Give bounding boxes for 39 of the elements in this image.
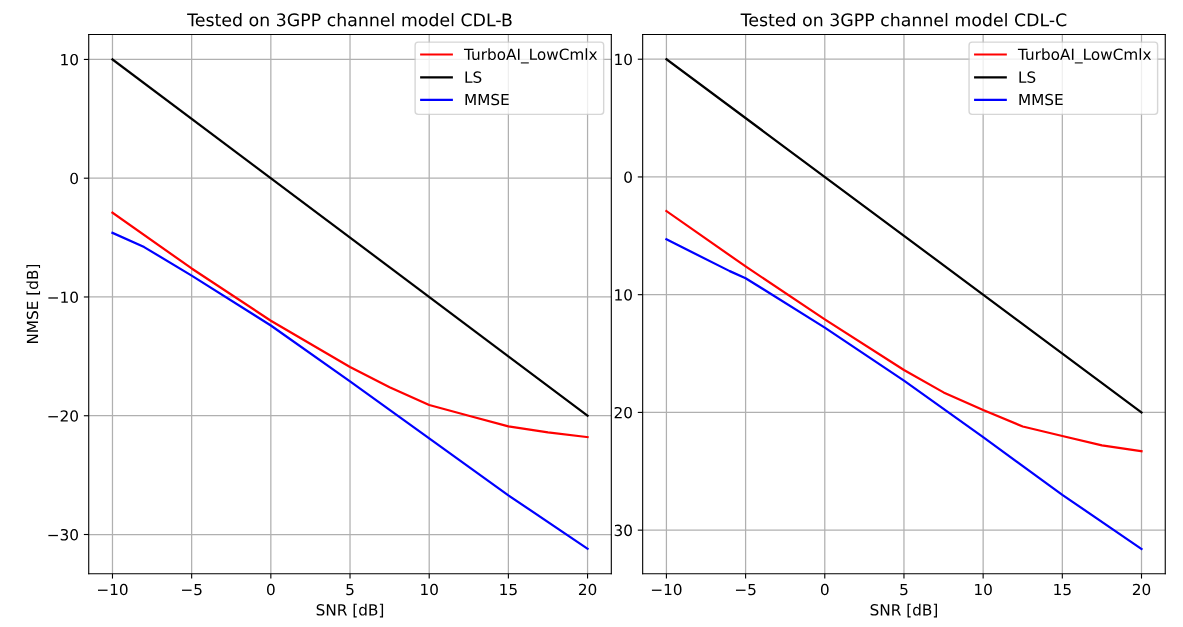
legend-label: TurboAI_LowCmlx — [463, 48, 598, 64]
x-tick-label: −5 — [182, 583, 202, 596]
legend-label: MMSE — [465, 93, 509, 106]
x-tick-label: 10 — [421, 583, 438, 596]
x-tick-label: 15 — [500, 583, 517, 596]
legend-label: MMSE — [1019, 93, 1063, 106]
y-tick-label: −10 — [48, 291, 78, 303]
x-tick-label: −10 — [97, 583, 128, 596]
x-tick-label: 15 — [1054, 583, 1071, 596]
x-tick-label: 0 — [820, 583, 829, 596]
x-tick-label: 0 — [266, 583, 275, 596]
line-series — [111, 211, 589, 439]
x-axis-title: SNR [dB] — [870, 603, 937, 618]
line-series — [111, 231, 589, 550]
chart-title: Tested on 3GPP channel model CDL-C — [740, 12, 1067, 27]
legend-label: LS — [1019, 71, 1036, 83]
chart-title: Tested on 3GPP channel model CDL-B — [187, 12, 512, 27]
legend-label: TurboAI_LowCmlx — [1017, 48, 1151, 64]
y-tick-label: 10 — [615, 289, 632, 301]
y-tick-label: 10 — [61, 53, 78, 66]
x-tick-label: 20 — [578, 583, 597, 596]
y-axis-title: NMSE [dB] — [26, 264, 41, 344]
y-tick-label: −30 — [48, 528, 78, 541]
x-tick-label: −10 — [651, 583, 682, 596]
y-tick-label: 30 — [614, 524, 632, 537]
line-series — [665, 209, 1143, 453]
x-tick-label: 5 — [346, 583, 354, 596]
x-axis-title: SNR [dB] — [316, 603, 384, 618]
x-tick-label: 5 — [900, 583, 908, 596]
y-tick-label: 20 — [614, 406, 632, 419]
y-tick-label: 0 — [624, 171, 632, 183]
line-series — [665, 238, 1143, 551]
y-tick-label: 10 — [615, 53, 632, 66]
legend-label: LS — [465, 71, 482, 83]
x-tick-label: 10 — [975, 583, 992, 596]
x-tick-label: −5 — [735, 583, 756, 596]
y-tick-label: 0 — [70, 172, 78, 185]
x-tick-label: 20 — [1132, 583, 1151, 596]
y-tick-label: −20 — [48, 410, 78, 422]
